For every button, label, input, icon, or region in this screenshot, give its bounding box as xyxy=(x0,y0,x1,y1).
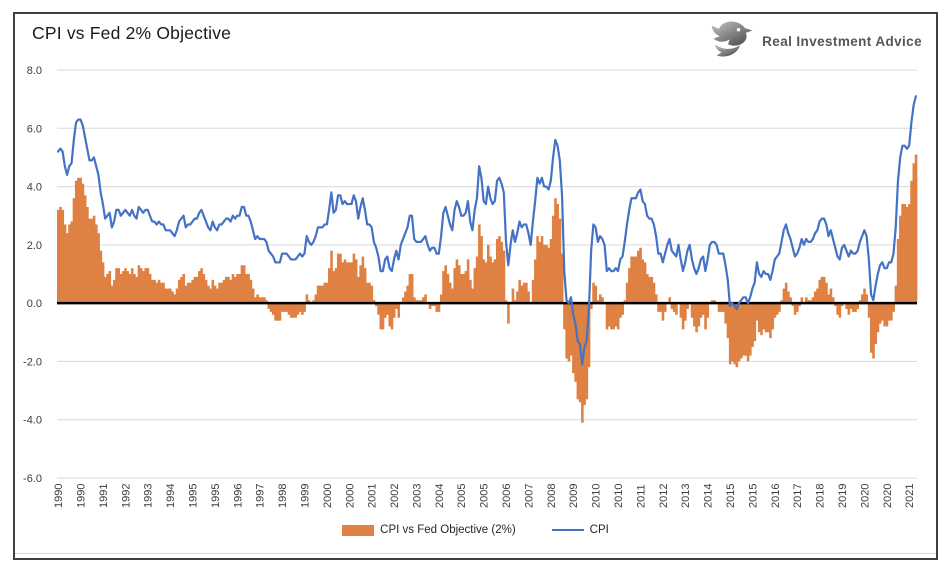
line-swatch-icon xyxy=(551,528,584,532)
x-tick-label: 2021 xyxy=(904,484,916,508)
y-tick-label: -6.0 xyxy=(23,473,42,485)
y-tick-label: -4.0 xyxy=(23,415,42,427)
x-tick-label: 2015 xyxy=(725,484,737,508)
bar-swatch-icon xyxy=(342,524,375,536)
x-tick-label: 2017 xyxy=(792,484,804,508)
x-tick-label: 2020 xyxy=(882,484,894,508)
cpi-line-series xyxy=(57,95,917,366)
y-tick-label: 4.0 xyxy=(27,182,42,194)
x-tick-label: 2014 xyxy=(703,484,715,508)
x-tick-label: 1995 xyxy=(210,484,222,508)
x-tick-label: 2005 xyxy=(456,484,468,508)
legend-line-label: CPI xyxy=(589,524,609,536)
x-tick-label: 2018 xyxy=(815,484,827,508)
y-tick-label: 8.0 xyxy=(27,65,42,77)
x-tick-label: 2005 xyxy=(479,484,491,508)
x-tick-label: 2000 xyxy=(344,484,356,508)
x-tick-label: 1990 xyxy=(76,484,88,508)
x-tick-label: 1994 xyxy=(165,484,177,508)
x-tick-label: 2020 xyxy=(859,484,871,508)
x-tick-label: 2006 xyxy=(501,484,513,508)
x-tick-label: 2003 xyxy=(412,484,424,508)
x-tick-label: 2013 xyxy=(680,484,692,508)
y-tick-label: 2.0 xyxy=(27,240,42,252)
x-tick-label: 1990 xyxy=(53,484,65,508)
x-tick-label: 1992 xyxy=(120,484,132,508)
x-tick-label: 2004 xyxy=(434,484,446,508)
chart-legend: CPI vs Fed Objective (2%) CPI xyxy=(15,524,936,536)
cpi-chart-plot: 8.0 6.0 4.0 2.0 0.0 -2.0 -4.0 -6.0 1990 1990 1991 1… xyxy=(15,65,936,554)
bar-series xyxy=(57,154,918,423)
legend-item-line-series: CPI xyxy=(551,524,609,536)
y-tick-label: 6.0 xyxy=(27,123,42,135)
x-tick-label: 1998 xyxy=(277,484,289,508)
x-tick-label: 2010 xyxy=(613,484,625,508)
ria-logo: Real Investment Advice xyxy=(702,20,922,62)
x-tick-label: 2012 xyxy=(658,484,670,508)
x-tick-label: 2001 xyxy=(367,484,379,508)
eagle-icon xyxy=(711,21,753,57)
chart-title: CPI vs Fed 2% Objective xyxy=(32,23,232,43)
legend-bar-label: CPI vs Fed Objective (2%) xyxy=(380,524,516,536)
y-tick-label: 0.0 xyxy=(27,298,42,310)
x-tick-label: 2015 xyxy=(747,484,759,508)
x-tick-label: 2019 xyxy=(837,484,849,508)
logo-text: Real Investment Advice xyxy=(762,33,922,49)
x-tick-label: 2007 xyxy=(523,484,535,508)
x-tick-label: 2008 xyxy=(546,484,558,508)
x-tick-label: 2000 xyxy=(322,484,334,508)
x-tick-label: 2002 xyxy=(389,484,401,508)
x-tick-label: 1993 xyxy=(143,484,155,508)
x-tick-label: 1995 xyxy=(188,484,200,508)
chart-frame: CPI vs Fed 2% Objective Real Investment … xyxy=(13,12,938,560)
x-tick-label: 1997 xyxy=(255,484,267,508)
x-tick-label: 2016 xyxy=(770,484,782,508)
y-tick-label: -2.0 xyxy=(23,356,42,368)
x-tick-label: 1991 xyxy=(98,484,110,508)
legend-item-bar-series: CPI vs Fed Objective (2%) xyxy=(342,524,516,536)
x-tick-label: 1996 xyxy=(232,484,244,508)
x-tick-label: 2010 xyxy=(591,484,603,508)
x-tick-label: 2011 xyxy=(635,484,647,508)
x-tick-label: 1999 xyxy=(300,484,312,508)
x-tick-label: 2009 xyxy=(568,484,580,508)
